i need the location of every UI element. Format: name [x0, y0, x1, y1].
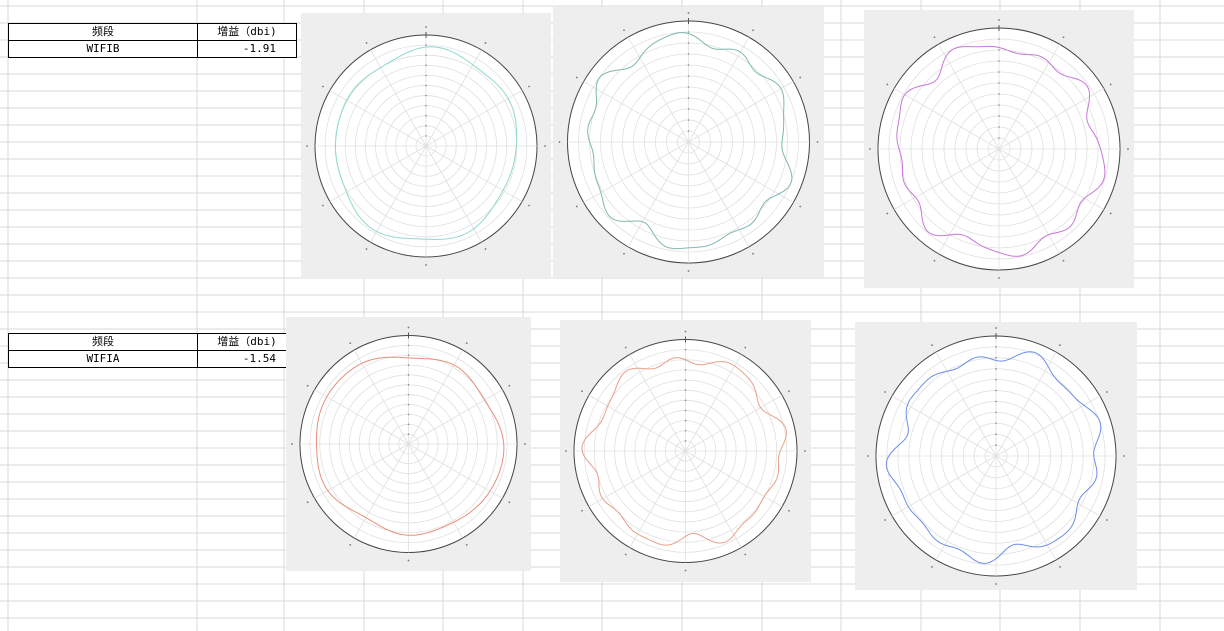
gain-cell[interactable]: -1.54: [197, 350, 297, 368]
band-cell[interactable]: WIFIB: [8, 40, 198, 58]
radiation-pattern-plot-wifib-3[interactable]: [864, 10, 1134, 288]
radiation-pattern-plot-wifia-2[interactable]: [560, 320, 811, 582]
gain-cell[interactable]: -1.91: [197, 40, 297, 58]
gain-table-wifib: 频段 增益（dbi) WIFIB -1.91: [8, 23, 297, 58]
header-band[interactable]: 频段: [8, 23, 198, 41]
radiation-pattern-plot-wifia-1[interactable]: [286, 317, 531, 571]
radiation-pattern-plot-wifib-2[interactable]: [553, 7, 824, 277]
header-gain[interactable]: 增益（dbi): [197, 23, 297, 41]
radiation-pattern-plot-wifia-3[interactable]: [855, 322, 1137, 590]
band-cell[interactable]: WIFIA: [8, 350, 198, 368]
radiation-pattern-plot-wifib-1[interactable]: [301, 13, 551, 279]
header-gain[interactable]: 增益（dbi): [197, 333, 297, 351]
gain-table-wifia: 频段 增益（dbi) WIFIA -1.54: [8, 333, 297, 368]
header-band[interactable]: 频段: [8, 333, 198, 351]
